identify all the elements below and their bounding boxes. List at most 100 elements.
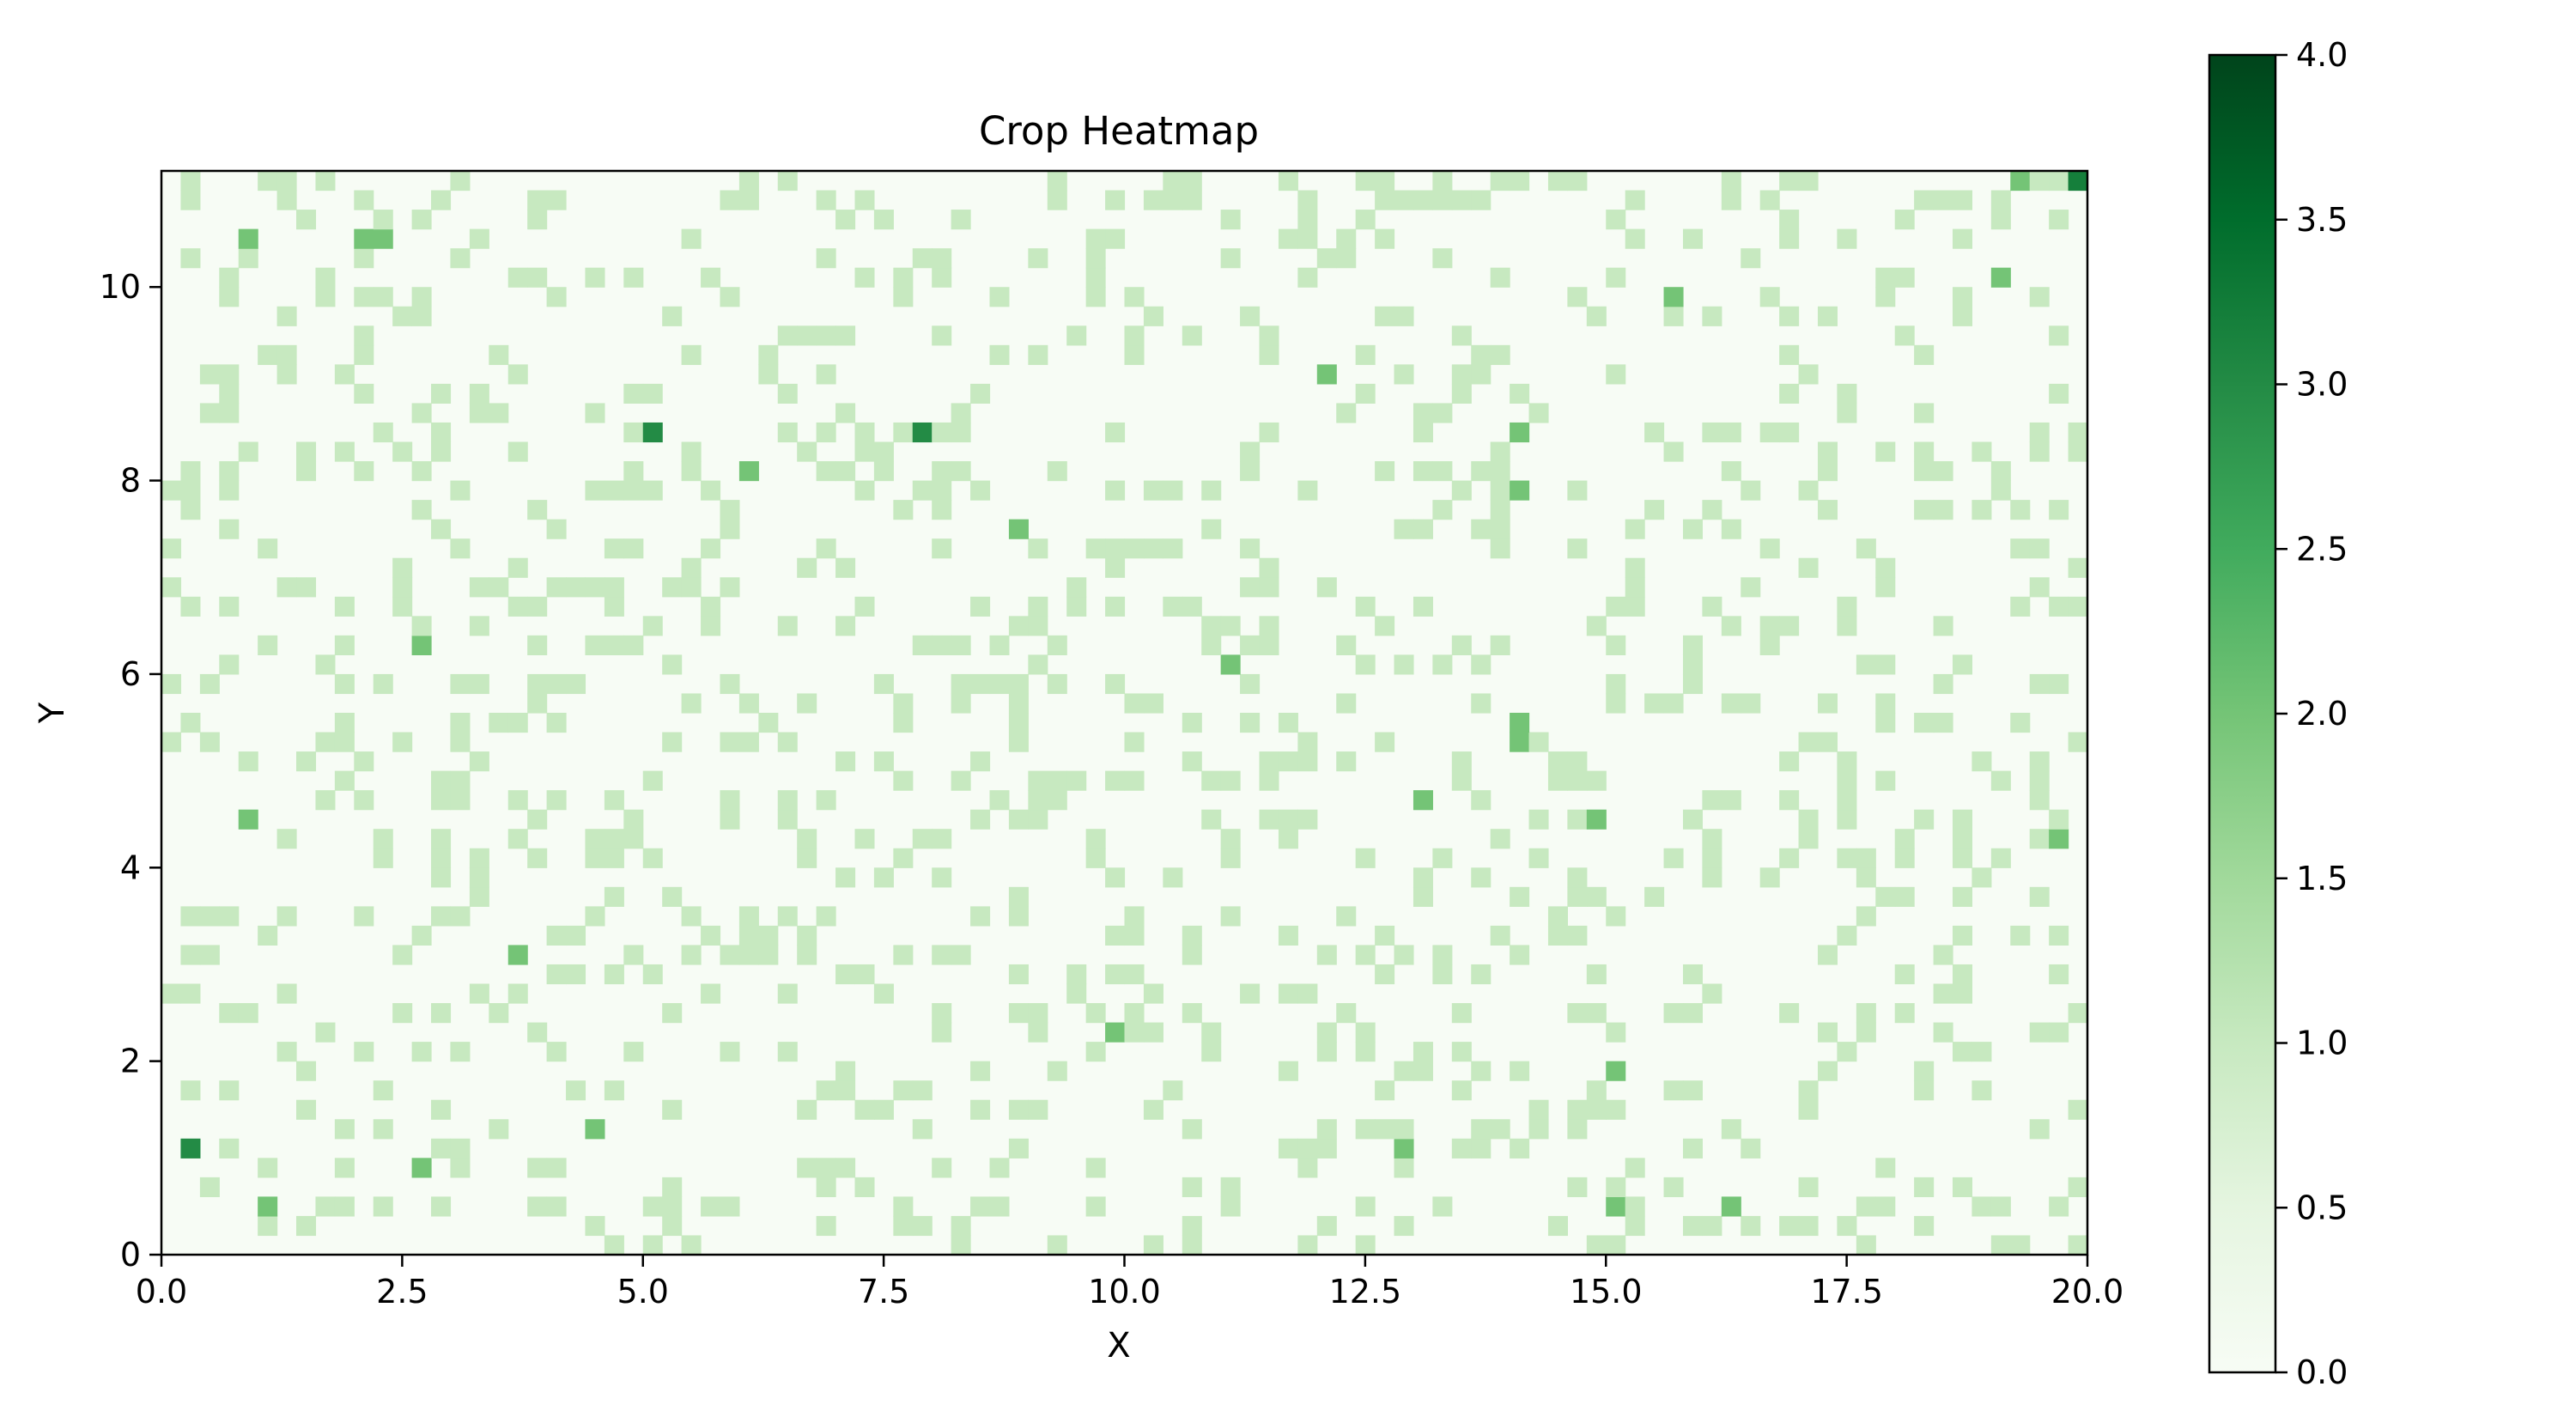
heatmap-cell [2049,829,2069,849]
heatmap-cell [662,1215,683,1237]
heatmap-cell [738,693,759,714]
heatmap-cell [566,925,586,946]
heatmap-cell [623,945,644,965]
heatmap-cell [1759,635,1780,655]
heatmap-cell [161,732,182,752]
heatmap-cell [797,1099,817,1120]
heatmap-cell [1182,1003,1202,1024]
heatmap-cell [1644,886,1665,907]
heatmap-cell [1394,306,1414,326]
heatmap-cell [1721,693,1741,714]
heatmap-cell [1510,945,1530,965]
heatmap-cell [1586,1099,1607,1120]
heatmap-cell [1124,732,1145,752]
heatmap-cell [1085,228,1106,249]
heatmap-cell [1779,1215,1800,1237]
heatmap-cell [854,1099,875,1120]
heatmap-cell [1990,770,2011,791]
heatmap-cell [1663,306,1684,326]
heatmap-cell [507,983,528,1004]
heatmap-cell [1510,171,1530,192]
colorbar-tick-label: 3.5 [2296,201,2348,239]
heatmap-cell [1066,770,1087,791]
heatmap-cell [585,403,605,423]
heatmap-cell [527,635,548,655]
heatmap-cell [777,422,798,443]
heatmap-cell [797,693,817,714]
heatmap-cell [738,732,759,752]
heatmap-cell [1644,693,1665,714]
heatmap-cell [334,713,355,733]
heatmap-cell [276,829,297,849]
heatmap-cell [1355,654,1376,675]
heatmap-cell [1124,325,1145,346]
heatmap-cell [546,577,567,598]
heatmap-cell [1028,538,1048,559]
heatmap-cell [970,480,991,501]
heatmap-cell [662,306,683,326]
heatmap-cell [1567,925,1588,946]
heatmap-cell [431,1196,452,1217]
heatmap-cell [816,461,836,482]
heatmap-cell [1586,616,1607,636]
heatmap-cell [989,673,1010,695]
heatmap-cell [701,267,721,288]
heatmap-cell [1914,1080,1935,1101]
heatmap-cell [873,751,894,772]
heatmap-cell [411,403,432,423]
heatmap-cell [1702,422,1722,443]
heatmap-cell [912,248,933,269]
heatmap-cell [566,577,586,598]
heatmap-cell [219,1080,240,1101]
heatmap-cell [546,519,567,539]
heatmap-cell [1413,461,1433,482]
heatmap-cell [1394,1138,1414,1159]
heatmap-cell [932,1003,952,1024]
heatmap-cell [1702,306,1722,326]
heatmap-cell [315,790,336,811]
heatmap-cell [1432,171,1453,192]
heatmap-cell [1741,693,1761,714]
heatmap-cell [315,732,336,752]
heatmap-cell [219,1003,240,1024]
heatmap-cell [1952,983,1973,1004]
heatmap-cell [1413,867,1433,888]
heatmap-cell [777,1042,798,1062]
heatmap-cell [893,267,914,288]
heatmap-cell [1933,190,1953,210]
heatmap-cell [970,1196,991,1217]
heatmap-cell [1663,848,1684,868]
heatmap-cell [835,1158,856,1178]
heatmap-cell [989,344,1010,365]
heatmap-cell [1394,1215,1414,1237]
heatmap-cell [1124,1022,1145,1043]
heatmap-cell [1875,287,1896,307]
heatmap-cell [1837,596,1857,617]
heatmap-cell [354,287,374,307]
heatmap-cell [161,480,182,501]
heatmap-cell [1163,190,1183,210]
heatmap-cell [893,287,914,307]
heatmap-cell [1316,1119,1337,1140]
heatmap-cell [1567,171,1588,192]
heatmap-cell [1606,267,1626,288]
heatmap-cell [1606,693,1626,714]
heatmap-cell [1952,287,1973,307]
heatmap-cell [2010,596,2031,617]
heatmap-cell [720,500,740,520]
heatmap-cell [873,441,894,462]
heatmap-cell [1586,770,1607,791]
heatmap-cell [469,383,489,404]
heatmap-cell [1008,1003,1029,1024]
heatmap-cell [2029,673,2050,695]
heatmap-cell [777,809,798,830]
heatmap-cell [1625,1215,1645,1237]
heatmap-cell [1798,364,1819,385]
heatmap-cell [2049,325,2069,346]
x-tick-label: 12.5 [1329,1273,1402,1311]
heatmap-cell [469,886,489,907]
heatmap-cell [276,306,297,326]
heatmap-cell [1952,1177,1973,1197]
heatmap-cell [315,171,336,192]
heatmap-cell [1182,325,1202,346]
